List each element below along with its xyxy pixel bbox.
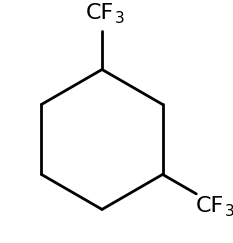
Text: 3: 3 <box>224 204 233 219</box>
Text: 3: 3 <box>115 11 124 26</box>
Text: CF: CF <box>86 3 114 23</box>
Text: CF: CF <box>196 196 224 216</box>
